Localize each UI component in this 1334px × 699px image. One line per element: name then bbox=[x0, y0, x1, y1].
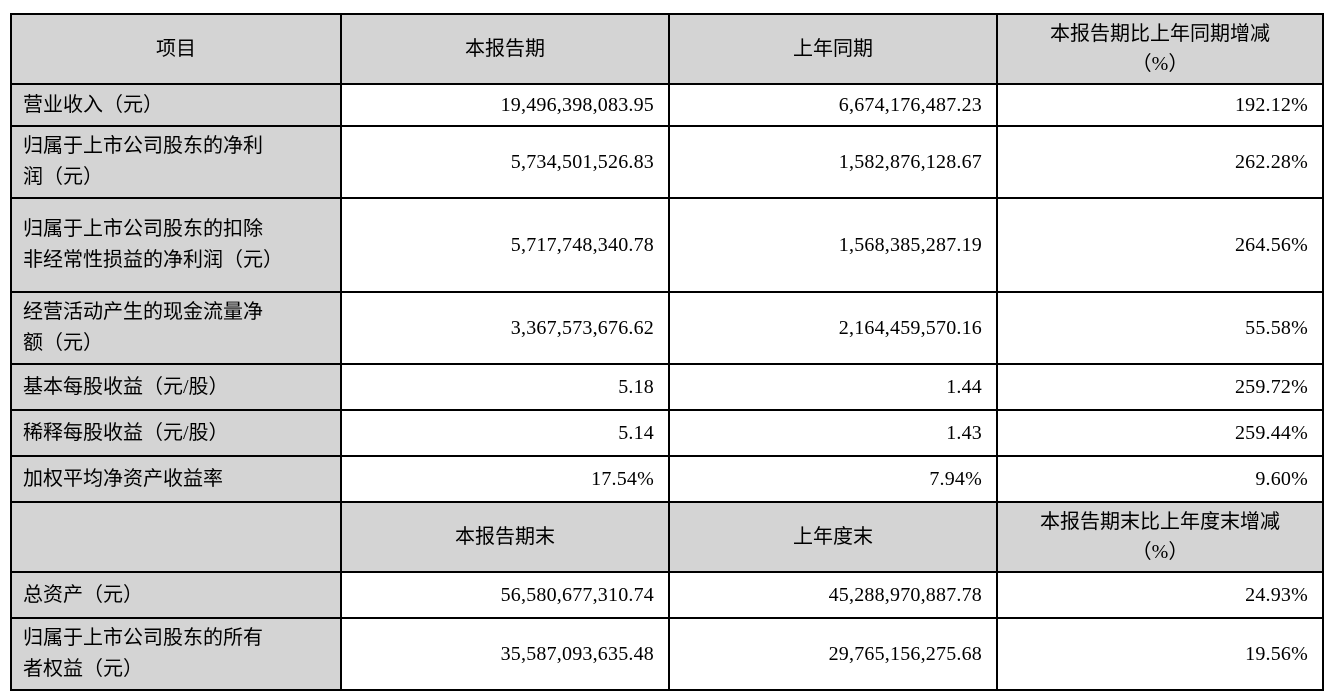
value-current-period-end: 35,587,093,635.48 bbox=[340, 617, 670, 691]
row-label: 经营活动产生的现金流量净额（元） bbox=[10, 291, 342, 365]
period-end-header-row: 本报告期末 上年度末 本报告期末比上年度末增减 （%） bbox=[10, 501, 1324, 573]
table-row-shareholders-equity: 归属于上市公司股东的所有者权益（元） 35,587,093,635.48 29,… bbox=[10, 617, 1324, 691]
table-row-revenue: 营业收入（元） 19,496,398,083.95 6,674,176,487.… bbox=[10, 83, 1324, 127]
col-header-period-change: 本报告期比上年同期增减 （%） bbox=[996, 13, 1324, 85]
value-prior-year-end: 29,765,156,275.68 bbox=[668, 617, 998, 691]
value-change-pct: 55.58% bbox=[996, 291, 1324, 365]
col-header-current-period: 本报告期 bbox=[340, 13, 670, 85]
table-row-weighted-avg-roe: 加权平均净资产收益率 17.54% 7.94% 9.60% bbox=[10, 455, 1324, 503]
value-prior-period: 6,674,176,487.23 bbox=[668, 83, 998, 127]
value-current-period-end: 56,580,677,310.74 bbox=[340, 571, 670, 619]
value-current-period: 5,734,501,526.83 bbox=[340, 125, 670, 199]
value-prior-period: 1,568,385,287.19 bbox=[668, 197, 998, 293]
value-current-period: 19,496,398,083.95 bbox=[340, 83, 670, 127]
value-change-pct: 262.28% bbox=[996, 125, 1324, 199]
value-change-pct: 259.72% bbox=[996, 363, 1324, 411]
end-change-line2: （%） bbox=[1131, 541, 1189, 563]
period-header-row: 项目 本报告期 上年同期 本报告期比上年同期增减 （%） bbox=[10, 13, 1324, 85]
value-prior-year-end: 45,288,970,887.78 bbox=[668, 571, 998, 619]
value-change-pct: 19.56% bbox=[996, 617, 1324, 691]
row-label: 归属于上市公司股东的扣除非经常性损益的净利润（元） bbox=[10, 197, 342, 293]
value-change-pct: 9.60% bbox=[996, 455, 1324, 503]
table-row-basic-eps: 基本每股收益（元/股） 5.18 1.44 259.72% bbox=[10, 363, 1324, 411]
value-prior-period: 7.94% bbox=[668, 455, 998, 503]
col-header-prior-year-end: 上年度末 bbox=[668, 501, 998, 573]
row-label: 营业收入（元） bbox=[10, 83, 342, 127]
value-current-period: 3,367,573,676.62 bbox=[340, 291, 670, 365]
value-change-pct: 264.56% bbox=[996, 197, 1324, 293]
table-row-total-assets: 总资产（元） 56,580,677,310.74 45,288,970,887.… bbox=[10, 571, 1324, 619]
value-prior-period: 2,164,459,570.16 bbox=[668, 291, 998, 365]
period-change-line2: （%） bbox=[1131, 53, 1189, 75]
row-label: 归属于上市公司股东的所有者权益（元） bbox=[10, 617, 342, 691]
row-label: 稀释每股收益（元/股） bbox=[10, 409, 342, 457]
value-change-pct: 259.44% bbox=[996, 409, 1324, 457]
value-prior-period: 1,582,876,128.67 bbox=[668, 125, 998, 199]
end-change-line1: 本报告期末比上年度末增减 bbox=[1040, 511, 1280, 533]
col-header-item: 项目 bbox=[10, 13, 342, 85]
row-label: 加权平均净资产收益率 bbox=[10, 455, 342, 503]
table-row-net-profit-excl-nonrecurring: 归属于上市公司股东的扣除非经常性损益的净利润（元） 5,717,748,340.… bbox=[10, 197, 1324, 293]
row-label: 基本每股收益（元/股） bbox=[10, 363, 342, 411]
value-current-period: 5,717,748,340.78 bbox=[340, 197, 670, 293]
value-change-pct: 192.12% bbox=[996, 83, 1324, 127]
period-change-line1: 本报告期比上年同期增减 bbox=[1050, 23, 1270, 45]
value-prior-period: 1.43 bbox=[668, 409, 998, 457]
row-label: 归属于上市公司股东的净利润（元） bbox=[10, 125, 342, 199]
col-header-item-blank bbox=[10, 501, 342, 573]
value-current-period: 17.54% bbox=[340, 455, 670, 503]
value-prior-period: 1.44 bbox=[668, 363, 998, 411]
value-current-period: 5.14 bbox=[340, 409, 670, 457]
value-change-pct: 24.93% bbox=[996, 571, 1324, 619]
financial-summary-table: 项目 本报告期 上年同期 本报告期比上年同期增减 （%） 营业收入（元） 19,4… bbox=[10, 13, 1324, 691]
row-label: 总资产（元） bbox=[10, 571, 342, 619]
value-current-period: 5.18 bbox=[340, 363, 670, 411]
table-row-diluted-eps: 稀释每股收益（元/股） 5.14 1.43 259.44% bbox=[10, 409, 1324, 457]
table-row-operating-cash-flow: 经营活动产生的现金流量净额（元） 3,367,573,676.62 2,164,… bbox=[10, 291, 1324, 365]
col-header-current-period-end: 本报告期末 bbox=[340, 501, 670, 573]
col-header-period-end-change: 本报告期末比上年度末增减 （%） bbox=[996, 501, 1324, 573]
table-row-net-profit: 归属于上市公司股东的净利润（元） 5,734,501,526.83 1,582,… bbox=[10, 125, 1324, 199]
col-header-prior-period: 上年同期 bbox=[668, 13, 998, 85]
